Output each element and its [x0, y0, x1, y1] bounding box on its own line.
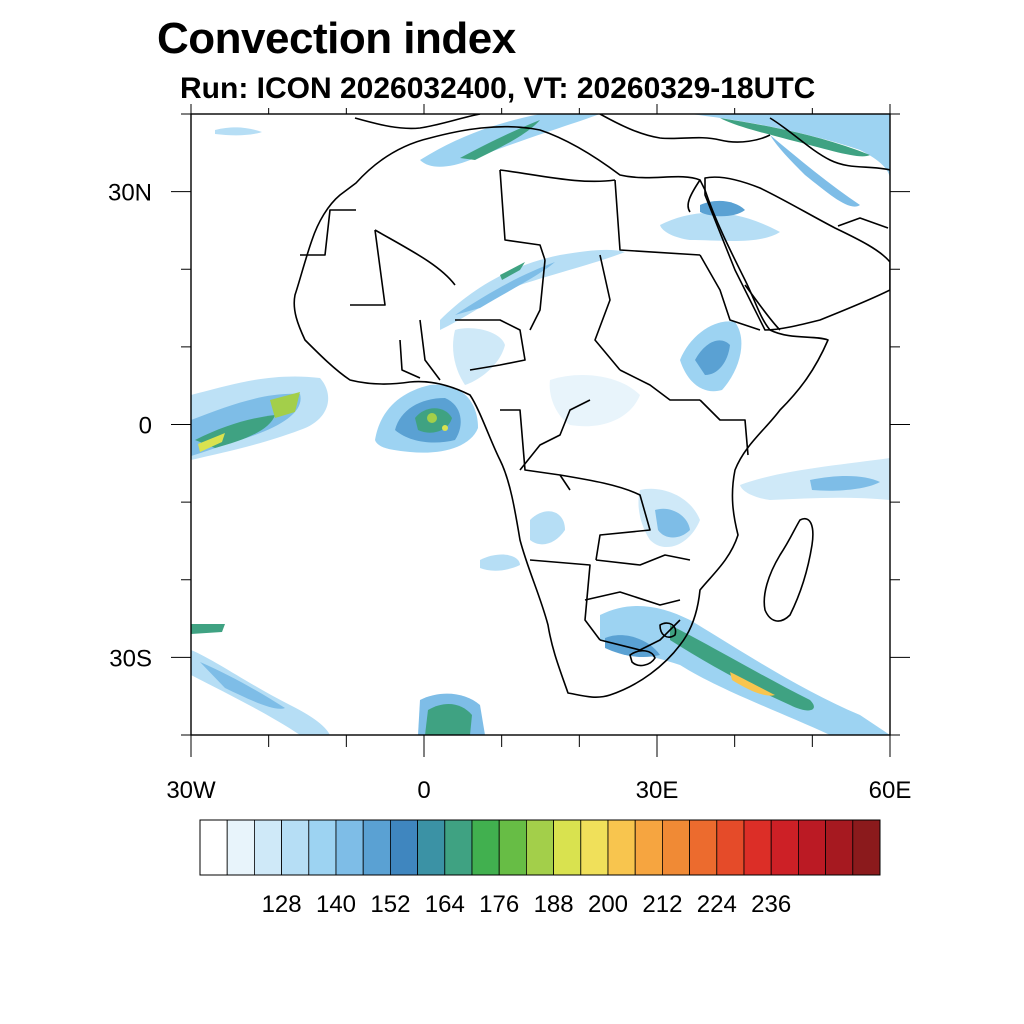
colorbar-swatch [662, 819, 691, 876]
colorbar-swatch [199, 819, 228, 876]
colorbar-swatch [253, 819, 282, 876]
colorbar-frame [199, 819, 881, 876]
colorbar-swatch [743, 819, 772, 876]
colorbar-swatch [716, 819, 745, 876]
axis-ticks: 30W 0 30E 60E 30N 0 30S [108, 104, 911, 804]
colorbar-swatch [825, 819, 854, 876]
colorbar-swatch [553, 819, 582, 876]
colorbar-label: 224 [697, 891, 737, 918]
colorbar-swatch [417, 819, 446, 876]
x-tick-label: 30E [636, 777, 679, 804]
colorbar-swatch [471, 819, 500, 876]
x-tick-label: 60E [869, 777, 912, 804]
colorbar-swatch [634, 819, 663, 876]
map-subtitle: Run: ICON 2026032400, VT: 20260329-18UTC [180, 72, 816, 105]
coastlines [293, 114, 890, 698]
colorbar-swatch [689, 819, 718, 876]
x-tick-label: 30W [166, 777, 216, 804]
convection-field [191, 114, 890, 735]
y-tick-label: 30N [108, 180, 152, 207]
colorbar-swatch [444, 819, 473, 876]
colorbar-swatch [526, 819, 555, 876]
colorbar-swatch [498, 819, 527, 876]
map-title: Convection index [157, 14, 516, 63]
colorbar-swatch [281, 819, 310, 876]
colorbar-swatch [770, 819, 799, 876]
y-tick-label: 0 [139, 413, 152, 440]
colorbar-swatch [580, 819, 609, 876]
colorbar-swatch [607, 819, 636, 876]
y-tick-label: 30S [109, 645, 152, 672]
colorbar-label: 188 [534, 891, 574, 918]
colorbar: 128 140 152 164 176 188 200 212 224 236 [199, 819, 881, 918]
colorbar-label: 164 [425, 891, 465, 918]
colorbar-label: 140 [316, 891, 356, 918]
colorbar-swatch [798, 819, 827, 876]
colorbar-label: 152 [370, 891, 410, 918]
colorbar-swatch [852, 819, 881, 876]
colorbar-label: 128 [262, 891, 302, 918]
colorbar-swatch [389, 819, 418, 876]
colorbar-label: 212 [642, 891, 682, 918]
colorbar-swatch [362, 819, 391, 876]
colorbar-swatch [335, 819, 364, 876]
colorbar-swatch [308, 819, 337, 876]
colorbar-label: 200 [588, 891, 628, 918]
colorbar-label: 176 [479, 891, 519, 918]
colorbar-swatch [226, 819, 255, 876]
x-tick-label: 0 [417, 777, 430, 804]
colorbar-label: 236 [751, 891, 791, 918]
